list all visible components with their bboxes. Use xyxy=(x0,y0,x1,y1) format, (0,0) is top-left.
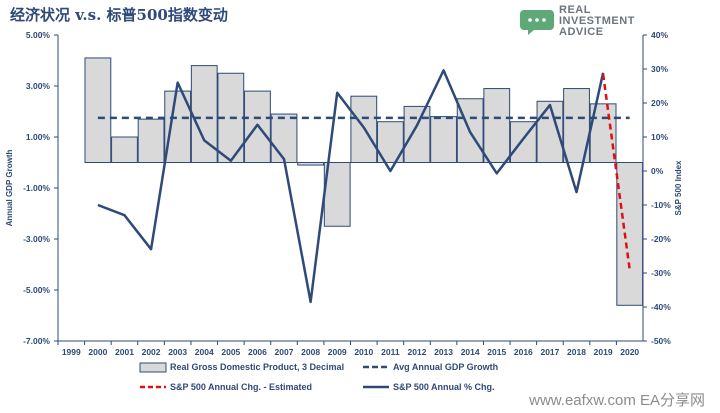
left-tick-label: -7.00% xyxy=(23,336,50,346)
gdp-bar-2000 xyxy=(84,57,112,164)
gdp-bar-2009 xyxy=(323,162,351,227)
logo-line-3: ADVICE xyxy=(559,26,604,38)
logo-line-2: INVESTMENT xyxy=(559,15,635,27)
right-tick-label: 10% xyxy=(651,132,668,142)
left-tick-label: 3.00% xyxy=(26,81,51,91)
x-tick-label: 2015 xyxy=(487,347,506,357)
legend-swatch xyxy=(139,362,167,373)
logo: REAL INVESTMENT ADVICE xyxy=(520,4,635,38)
gdp-bar-2002 xyxy=(137,118,165,163)
legend-label: S&P 500 Annual % Chg. xyxy=(393,382,495,392)
x-tick-label: 2014 xyxy=(461,347,480,357)
right-axis-label: S&P 500 Index xyxy=(674,160,683,216)
legend-label: S&P 500 Annual Chg. - Estimated xyxy=(170,382,312,392)
x-tick-label: 2001 xyxy=(115,347,134,357)
speech-bubble-icon xyxy=(520,10,554,35)
chart-title: 经济状况 v.s. 标普500指数变动 xyxy=(10,6,228,24)
x-tick-label: 2020 xyxy=(620,347,639,357)
gdp-bar-2012 xyxy=(403,105,431,163)
left-axis-label: Annual GDP Growth xyxy=(5,150,14,227)
x-tick-label: 2010 xyxy=(354,347,373,357)
x-tick-label: 2004 xyxy=(195,347,214,357)
x-tick-label: 2009 xyxy=(328,347,347,357)
left-tick-label: -5.00% xyxy=(23,285,50,295)
gdp-bar-2013 xyxy=(430,116,457,163)
x-tick-label: 2017 xyxy=(540,347,559,357)
right-tick-label: 0% xyxy=(651,166,664,176)
right-tick-label: -40% xyxy=(651,302,671,312)
legend-label: Real Gross Domestic Product, 3 Decimal xyxy=(170,362,344,372)
x-tick-label: 2000 xyxy=(88,347,107,357)
x-tick-label: 2003 xyxy=(168,347,187,357)
left-tick-label: -3.00% xyxy=(23,234,50,244)
gdp-bar-2007 xyxy=(270,113,298,164)
x-tick-label: 2019 xyxy=(594,347,613,357)
left-tick-label: 1.00% xyxy=(26,132,51,142)
x-tick-label: 2016 xyxy=(514,347,533,357)
legend-item: S&P 500 Annual % Chg. xyxy=(363,382,495,392)
right-tick-label: -50% xyxy=(651,336,671,346)
series-lines xyxy=(97,69,631,304)
x-tick-label: 2007 xyxy=(275,347,294,357)
x-tick-label: 2012 xyxy=(408,347,427,357)
gdp-bar-2020 xyxy=(616,162,644,306)
gdp-bar-2015 xyxy=(483,88,511,163)
right-tick-label: 20% xyxy=(651,98,668,108)
gdp-bar-2001 xyxy=(111,136,138,163)
legend-label: Avg Annual GDP Growth xyxy=(393,362,498,372)
left-tick-label: 5.00% xyxy=(26,30,51,40)
x-tick-label: 2006 xyxy=(248,347,267,357)
gdp-bar-2008 xyxy=(297,162,325,166)
x-tick-label: 2008 xyxy=(301,347,320,357)
x-tick-label: 2011 xyxy=(381,347,400,357)
right-tick-label: -20% xyxy=(651,234,671,244)
x-tick-label: 1999 xyxy=(62,347,81,357)
right-tick-label: 30% xyxy=(651,64,668,74)
x-tick-label: 2002 xyxy=(142,347,161,357)
legend-item: Real Gross Domestic Product, 3 Decimal xyxy=(139,362,344,373)
legend-item: Avg Annual GDP Growth xyxy=(363,362,498,372)
right-tick-label: 40% xyxy=(651,30,668,40)
right-tick-label: -30% xyxy=(651,268,671,278)
watermark: www.eafxw.com EA分享网 xyxy=(528,392,705,409)
gdp-bars xyxy=(84,57,644,306)
sp500-estimated-line xyxy=(601,73,631,270)
x-tick-label: 2013 xyxy=(434,347,453,357)
right-tick-label: -10% xyxy=(651,200,671,210)
x-tick-label: 2018 xyxy=(567,347,586,357)
x-tick-label: 2005 xyxy=(221,347,240,357)
sp500-line xyxy=(97,69,605,304)
legend: Real Gross Domestic Product, 3 Decimal Av… xyxy=(139,362,498,392)
gdp-bar-2017 xyxy=(536,100,564,164)
left-tick-label: -1.00% xyxy=(23,183,50,193)
logo-line-1: REAL xyxy=(559,4,591,16)
legend-item: S&P 500 Annual Chg. - Estimated xyxy=(140,382,312,392)
